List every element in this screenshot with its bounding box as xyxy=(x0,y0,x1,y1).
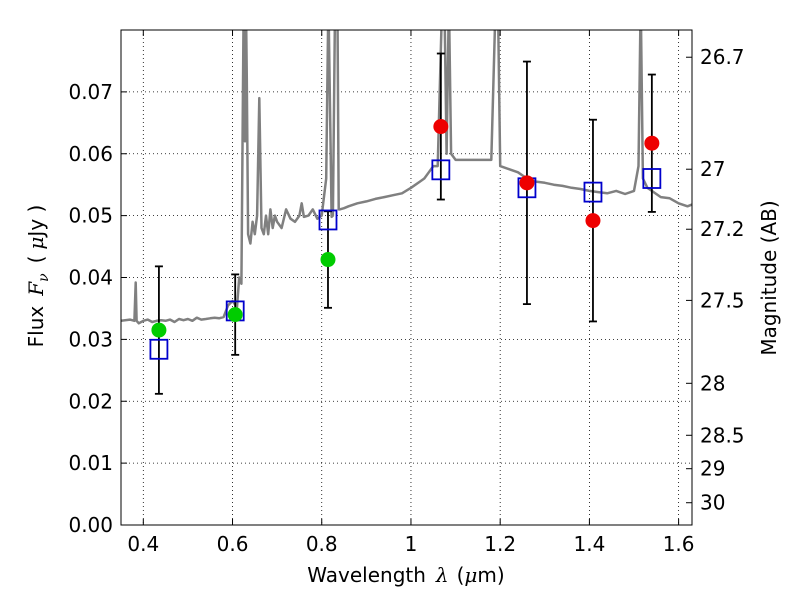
x-tick-label: 1.4 xyxy=(573,532,605,556)
x-tick-label: 1 xyxy=(405,532,418,556)
y-tick-label: 0.02 xyxy=(68,389,113,413)
y2-tick-label: 30 xyxy=(700,491,725,515)
y2-tick-label: 28.5 xyxy=(700,423,745,447)
photometry-point xyxy=(151,322,167,338)
y-tick-label: 0.01 xyxy=(68,451,113,475)
y-tick-label: 0.03 xyxy=(68,327,113,351)
y-axis-label: FluxFν(μJy ) xyxy=(24,205,52,348)
spectrum-line xyxy=(121,30,692,325)
model-flux-square xyxy=(318,209,338,231)
y2-tick-label: 26.7 xyxy=(700,45,745,69)
x-tick-label: 0.8 xyxy=(306,532,338,556)
photometry-point xyxy=(320,252,336,268)
model-flux-square xyxy=(642,168,662,189)
model-flux-square xyxy=(149,338,169,360)
y2-axis-label: Magnitude (AB) xyxy=(757,200,781,355)
x-axis-label: Wavelength λ (μm) xyxy=(307,563,504,587)
y2-tick-label: 27.5 xyxy=(700,288,745,312)
photometry-point xyxy=(585,213,601,229)
x-tick-label: 1.6 xyxy=(663,532,695,556)
photometry-point xyxy=(227,307,243,323)
x-tick-label: 0.6 xyxy=(217,532,249,556)
y-tick-label: 0.06 xyxy=(68,142,113,166)
y-tick-label: 0.07 xyxy=(68,80,113,104)
x-tick-label: 1.2 xyxy=(484,532,516,556)
ticks: 0.4 0.6 0.8 1 1.2 1.4 1.6 0.00 0.01 0.02 0.03 0.04 0… xyxy=(68,30,745,556)
grid xyxy=(121,30,692,525)
x-tick-label: 0.4 xyxy=(127,532,159,556)
y2-tick-label: 29 xyxy=(700,457,725,481)
model-flux-square xyxy=(583,181,603,203)
y2-tick-label: 27.2 xyxy=(700,217,745,241)
photometry-point xyxy=(644,135,660,151)
plot-frame xyxy=(120,29,693,526)
y2-tick-label: 28 xyxy=(700,371,725,395)
photometry-markers xyxy=(151,119,660,338)
model-flux-square xyxy=(431,159,451,181)
photometry-point xyxy=(519,175,535,191)
y2-tick-label: 27 xyxy=(700,157,725,181)
errorbar-layer xyxy=(154,52,656,395)
photometry-point xyxy=(433,119,449,135)
y-tick-label: 0.00 xyxy=(68,513,113,537)
spectrum-layer xyxy=(121,30,692,325)
y-tick-label: 0.04 xyxy=(68,266,113,290)
y-tick-label: 0.05 xyxy=(68,204,113,228)
